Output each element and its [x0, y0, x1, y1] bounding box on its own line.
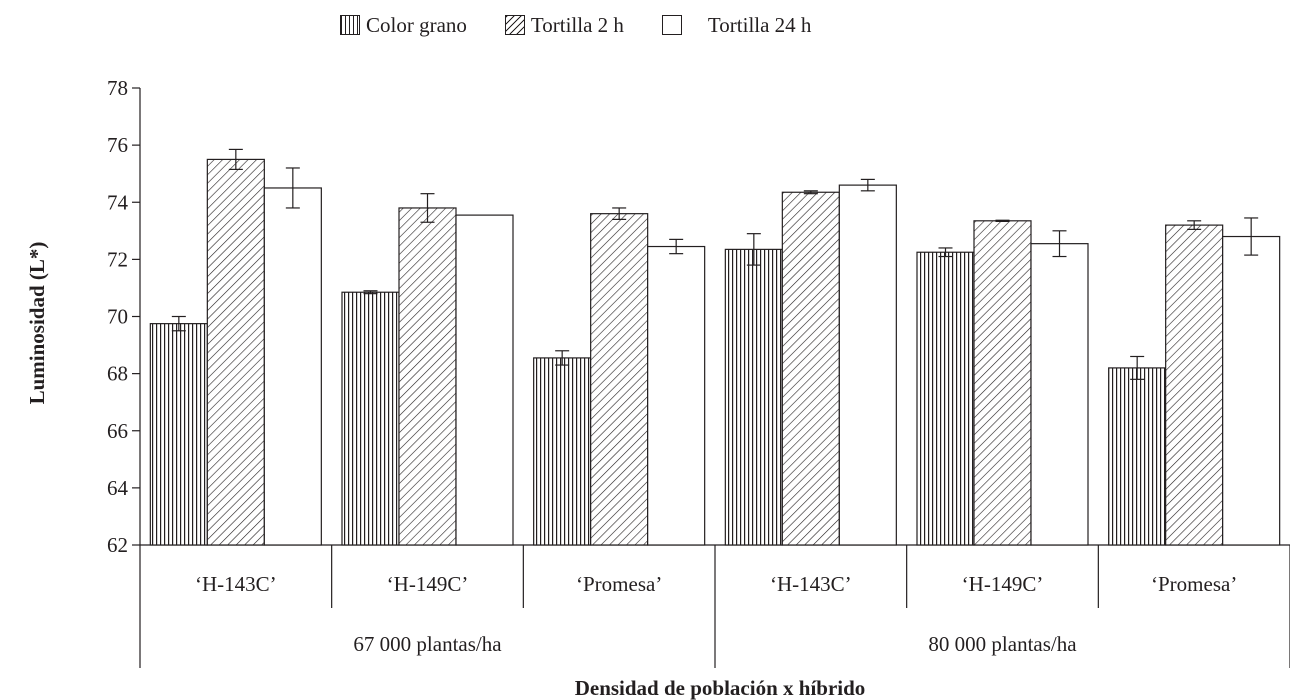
y-tick-label: 76: [107, 133, 128, 157]
bar: [1222, 235, 1281, 546]
diagonal-hatch-swatch-icon: [504, 15, 525, 35]
bar: [263, 187, 322, 546]
group-label: 80 000 plantas/ha: [928, 632, 1077, 656]
y-tick-label: 74: [107, 190, 129, 214]
group-label: 67 000 plantas/ha: [353, 632, 502, 656]
bar: [341, 291, 400, 546]
category-label: ‘H-143C’: [195, 572, 277, 596]
legend-item-color-grano: Color grano: [340, 13, 467, 38]
y-tick-label: 64: [107, 476, 129, 500]
legend-label: Tortilla 2 h: [530, 12, 624, 37]
plain-swatch-icon: [661, 15, 682, 35]
bar: [1030, 243, 1089, 546]
bar: [455, 214, 514, 546]
bar: [1165, 224, 1224, 546]
legend-item-tortilla-2h: Tortilla 2 h: [504, 12, 624, 38]
bar: [838, 184, 897, 546]
bar: [398, 207, 457, 546]
category-label: ‘Promesa’: [576, 572, 662, 596]
bar: [781, 191, 840, 546]
legend-item-tortilla-24h: Tortilla 24 h: [661, 12, 812, 38]
bar: [533, 357, 592, 546]
y-tick-label: 72: [107, 247, 128, 271]
bar: [647, 245, 706, 546]
y-tick-label: 70: [107, 305, 128, 329]
bar: [973, 220, 1032, 546]
vertical-hatch-swatch-icon: [340, 15, 360, 35]
bar: [590, 213, 649, 546]
legend-label: Tortilla 24 h: [707, 12, 812, 37]
legend: Color grano Tortilla 2 h Tortilla 24 h: [340, 8, 849, 42]
y-tick-label: 78: [107, 76, 128, 100]
category-label: ‘Promesa’: [1151, 572, 1237, 596]
legend-label: Color grano: [366, 12, 467, 37]
bar: [724, 248, 783, 546]
y-axis-title: Luminosidad (L*): [25, 242, 49, 405]
x-axis-title: Densidad de población x híbrido: [575, 676, 866, 700]
bar: [1108, 367, 1167, 546]
bar: [916, 251, 975, 546]
y-tick-label: 68: [107, 362, 128, 386]
category-label: ‘H-149C’: [387, 572, 469, 596]
bar: [149, 323, 208, 546]
category-label: ‘H-143C’: [770, 572, 852, 596]
category-label: ‘H-149C’: [962, 572, 1044, 596]
y-tick-label: 66: [107, 419, 128, 443]
y-tick-label: 62: [107, 533, 128, 557]
bar: [206, 158, 265, 546]
